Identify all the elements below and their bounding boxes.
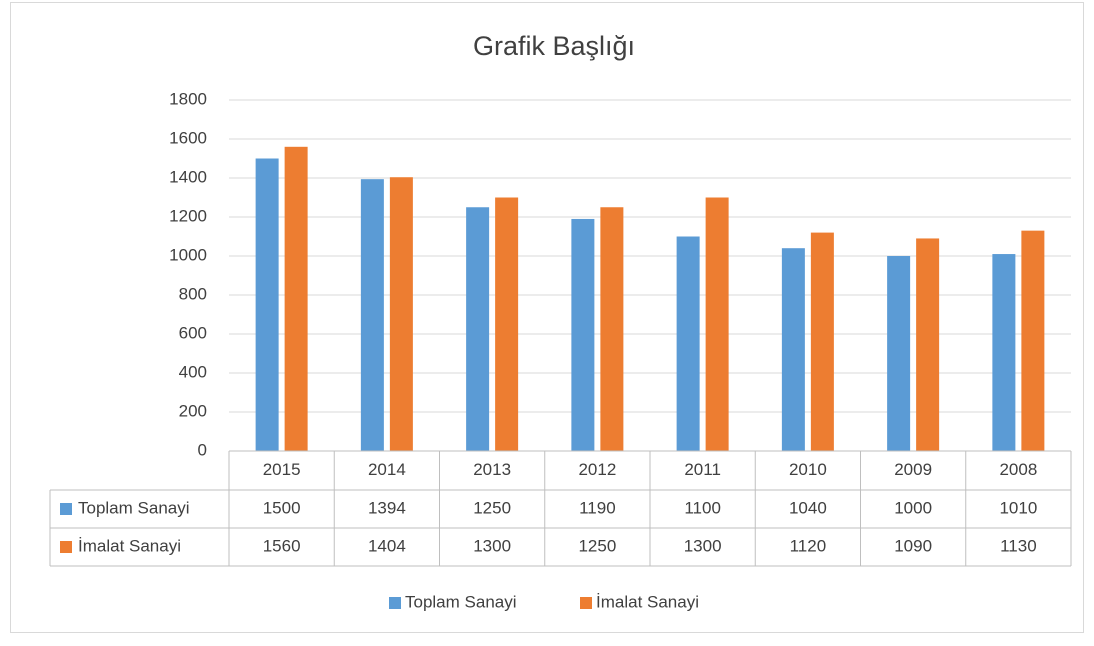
bar [466, 207, 490, 451]
bar [600, 207, 624, 451]
y-tick-label: 600 [179, 323, 207, 342]
y-tick-label: 1000 [169, 245, 207, 264]
bar [676, 236, 700, 451]
bar [916, 238, 940, 451]
y-tick-label: 400 [179, 362, 207, 381]
bar [887, 256, 911, 451]
y-tick-label: 800 [179, 284, 207, 303]
table-cell: 1300 [684, 536, 722, 555]
table-cell: 1500 [263, 498, 301, 517]
x-tick-label: 2014 [368, 460, 406, 479]
legend-label: Toplam Sanayi [405, 592, 517, 611]
legend-label: İmalat Sanayi [596, 592, 699, 611]
table-cell: 1010 [999, 498, 1037, 517]
x-tick-label: 2012 [578, 460, 616, 479]
bar [284, 146, 308, 452]
table-cell: 1190 [579, 498, 616, 517]
y-tick-label: 1400 [169, 167, 207, 186]
table-cell: 1120 [790, 536, 827, 555]
table-cell: 1090 [894, 536, 932, 555]
chart-title: Grafik Başlığı [473, 31, 635, 61]
table-cell: 1250 [473, 498, 511, 517]
table-cell: 1300 [473, 536, 511, 555]
y-tick-label: 1200 [169, 206, 207, 225]
legend-swatch [389, 597, 401, 609]
x-tick-label: 2009 [894, 460, 932, 479]
x-tick-label: 2011 [684, 460, 721, 479]
bar [810, 232, 834, 451]
bar [705, 197, 729, 451]
bar [360, 179, 384, 452]
table-cell: 1130 [1000, 536, 1037, 555]
table-cell: 1000 [894, 498, 932, 517]
x-tick-label: 2013 [473, 460, 511, 479]
table-row-label: Toplam Sanayi [78, 498, 190, 517]
table-legend-key [60, 503, 72, 515]
x-tick-label: 2015 [263, 460, 301, 479]
table-cell: 1404 [368, 536, 406, 555]
table-cell: 1560 [263, 536, 301, 555]
bar [781, 248, 805, 451]
table-cell: 1100 [684, 498, 721, 517]
table-cell: 1040 [789, 498, 827, 517]
bar [389, 177, 413, 451]
x-tick-label: 2008 [999, 460, 1037, 479]
y-tick-label: 0 [198, 440, 207, 459]
x-tick-label: 2010 [789, 460, 827, 479]
y-tick-label: 1600 [169, 128, 207, 147]
bar [255, 158, 279, 451]
y-tick-label: 200 [179, 401, 207, 420]
table-cell: 1394 [368, 498, 406, 517]
y-tick-label: 1800 [169, 89, 207, 108]
bar [992, 254, 1016, 451]
table-cell: 1250 [578, 536, 616, 555]
bar [571, 218, 595, 451]
table-row-label: İmalat Sanayi [78, 536, 181, 555]
legend-swatch [580, 597, 592, 609]
bar [1021, 230, 1045, 451]
bar [495, 197, 519, 451]
table-legend-key [60, 541, 72, 553]
